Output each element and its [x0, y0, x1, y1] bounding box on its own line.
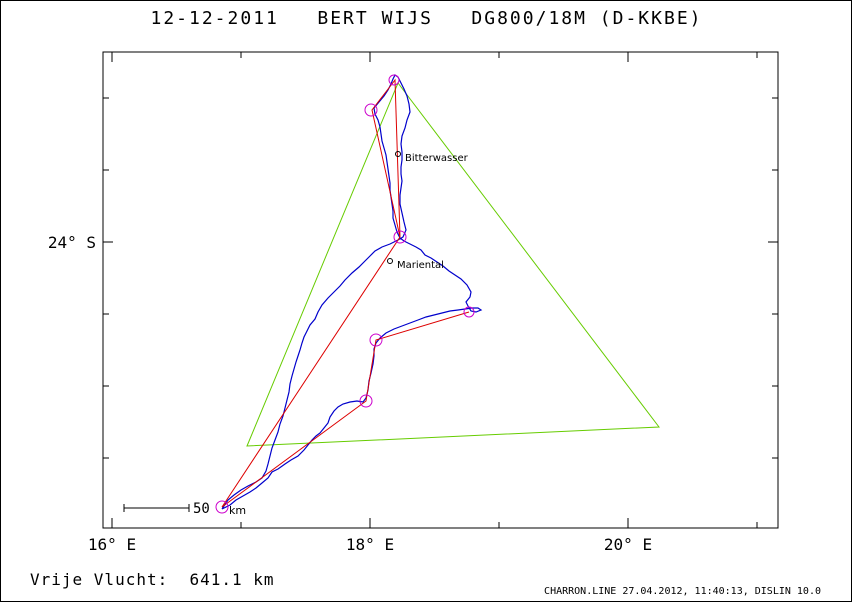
turnpoint-1 [364, 103, 378, 117]
flight-title: 12-12-2011 BERT WIJS DG800/18M (D-KKBE) [150, 8, 703, 29]
generator-credit: CHARRON.LINE 27.04.2012, 11:40:13, DISLI… [544, 586, 821, 597]
start-point [215, 500, 229, 514]
place-label-mariental: Mariental [397, 260, 444, 271]
scale-bar-unit: km [229, 504, 246, 517]
fai-triangle [246, 82, 660, 447]
y-tick-label-24s: 24° S [48, 233, 96, 252]
place-marker-bitterwasser [395, 151, 401, 157]
place-marker-mariental [387, 258, 393, 264]
scale-bar [123, 504, 190, 512]
turnpoints [215, 74, 475, 514]
gps-track [221, 74, 483, 510]
plot-border [102, 51, 779, 529]
x-tick-label-20: 20° E [604, 535, 652, 554]
x-tick-label-16: 16° E [88, 535, 136, 554]
free-flight-distance: Vrije Vlucht: 641.1 km [30, 570, 275, 589]
y-axis-ticks [103, 97, 778, 459]
declared-route [221, 78, 401, 508]
declared-route-leg-2 [221, 311, 470, 508]
turnpoint-north [388, 74, 400, 86]
turnpoint-3 [369, 333, 383, 347]
scale-bar-value: 50 [193, 501, 210, 517]
turnpoint-2 [393, 230, 407, 244]
place-label-bitterwasser: Bitterwasser [405, 153, 469, 164]
turnpoint-east [463, 306, 475, 318]
x-axis-ticks [111, 52, 758, 528]
x-tick-label-18: 18° E [346, 535, 394, 554]
turnpoint-4 [359, 394, 373, 408]
